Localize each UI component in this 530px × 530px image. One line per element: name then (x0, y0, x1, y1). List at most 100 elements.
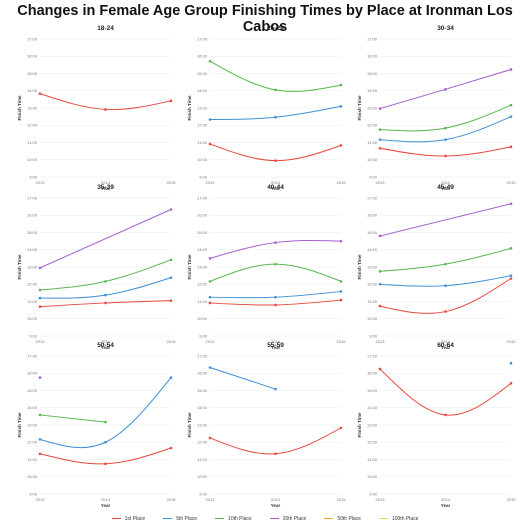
data-point-1st Place (378, 304, 382, 308)
legend-label: 5th Place (176, 516, 198, 522)
x-tick-label: 2015 (337, 497, 347, 502)
y-tick-label: 16:00 (27, 213, 38, 218)
data-point-1st Place (339, 298, 343, 302)
x-tick-label: 2013 (376, 180, 386, 185)
y-axis-label: Finish Time (17, 95, 22, 120)
y-tick-label: 9:00 (29, 491, 38, 496)
data-point-20th Place (274, 241, 277, 244)
data-point-1st Place (444, 310, 447, 313)
data-point-1st Place (274, 452, 277, 456)
y-axis-label: Finish Time (187, 95, 192, 120)
data-point-5th Place (208, 366, 212, 369)
series-line-20th Place (379, 203, 512, 237)
y-tick-label: 17:00 (27, 353, 38, 358)
data-point-10th Place (208, 280, 212, 283)
y-tick-label: 9:00 (29, 333, 38, 338)
data-point-5th Place (339, 290, 343, 293)
y-tick-label: 11:00 (367, 140, 377, 145)
x-tick-label: 2015 (507, 339, 517, 344)
y-tick-label: 12:00 (27, 440, 38, 445)
legend-label: 100th Place (391, 516, 419, 522)
data-point-10th Place (104, 280, 107, 283)
data-point-1st Place (104, 108, 107, 111)
data-point-20th Place (509, 202, 513, 206)
y-tick-label: 17:00 (27, 195, 38, 200)
data-point-5th Place (509, 274, 513, 277)
y-tick-label: 14:00 (367, 247, 378, 252)
series-line-1st Place (39, 93, 172, 111)
legend-item[interactable]: 5th Place (163, 516, 197, 522)
y-tick-label: 13:00 (197, 105, 208, 110)
legend-label: 50th Place (337, 516, 361, 522)
y-tick-label: 12:00 (367, 440, 378, 445)
data-point-1st Place (38, 92, 42, 95)
y-tick-label: 12:00 (197, 123, 208, 128)
y-tick-label: 10:00 (27, 157, 38, 162)
data-point-5th Place (444, 284, 447, 287)
y-tick-label: 12:00 (367, 282, 378, 287)
panel-title: 50-54 (97, 342, 114, 349)
x-tick-label: 2013 (376, 497, 386, 502)
legend-label: 10th Place (228, 516, 252, 522)
data-point-20th Place (208, 257, 212, 260)
y-tick-label: 9:00 (29, 174, 38, 179)
y-tick-label: 10:00 (197, 316, 208, 321)
y-tick-label: 16:00 (197, 54, 208, 59)
x-tick-label: 2015 (167, 497, 177, 502)
data-point-1st Place (509, 382, 513, 385)
series-line-10th Place (39, 259, 172, 291)
x-tick-label: 2014 (101, 497, 111, 502)
data-point-5th Place (104, 440, 107, 444)
data-point-1st Place (208, 301, 212, 305)
y-tick-label: 11:00 (197, 140, 207, 145)
data-point-1st Place (339, 144, 343, 147)
y-tick-label: 14:00 (197, 405, 208, 410)
x-tick-label: 2015 (507, 180, 517, 185)
panel-title: 60-64 (437, 342, 454, 349)
x-tick-label: 2014 (101, 180, 111, 185)
x-tick-label: 2014 (271, 180, 281, 185)
y-tick-label: 14:00 (27, 247, 38, 252)
y-tick-label: 9:00 (369, 174, 378, 179)
legend-swatch (215, 517, 225, 520)
legend-item[interactable]: 1st Place (111, 516, 145, 522)
x-tick-label: 2013 (376, 339, 386, 344)
y-tick-label: 15:00 (27, 388, 38, 393)
x-tick-label: 2015 (337, 180, 347, 185)
data-point-5th Place (378, 138, 382, 141)
data-point-10th Place (444, 262, 447, 266)
legend-item[interactable]: 10th Place (215, 516, 252, 522)
y-tick-label: 17:00 (197, 195, 208, 200)
y-tick-label: 12:00 (197, 440, 208, 445)
x-tick-label: 2013 (206, 180, 216, 185)
x-tick-label: 2014 (441, 497, 451, 502)
data-point-1st Place (509, 145, 513, 149)
y-tick-label: 17:00 (367, 36, 378, 41)
data-point-1st Place (169, 446, 173, 450)
y-tick-label: 10:00 (27, 474, 38, 479)
data-point-5th Place (339, 104, 343, 108)
x-tick-label: 2013 (206, 497, 216, 502)
legend-item[interactable]: 100th Place (378, 516, 419, 522)
y-tick-label: 13:00 (197, 264, 208, 269)
data-point-10th Place (444, 126, 447, 130)
chart-panel-25-29: 25-29 9:00 10:00 11:00 12:00 13:00 14:00 15:00 1… (187, 25, 346, 191)
data-point-5th Place (509, 361, 513, 365)
page-title: Changes in Female Age Group Finishing Ti… (17, 3, 513, 35)
panel-title: 35-39 (97, 184, 114, 191)
legend-item[interactable]: 20th Place (269, 516, 306, 522)
data-point-20th Place (339, 239, 343, 243)
y-tick-label: 12:00 (27, 123, 38, 128)
data-point-1st Place (38, 452, 42, 456)
legend-item[interactable]: 50th Place (324, 516, 361, 522)
y-tick-label: 14:00 (367, 405, 378, 410)
x-tick-label: 2014 (101, 339, 111, 344)
y-axis-label: Finish Time (187, 412, 192, 437)
data-point-20th Place (378, 107, 382, 110)
data-point-1st Place (378, 146, 382, 150)
data-point-10th Place (339, 83, 343, 87)
y-tick-label: 16:00 (197, 213, 208, 218)
y-tick-label: 16:00 (367, 371, 378, 376)
data-point-20th Place (38, 376, 42, 379)
x-tick-label: 2013 (36, 497, 46, 502)
